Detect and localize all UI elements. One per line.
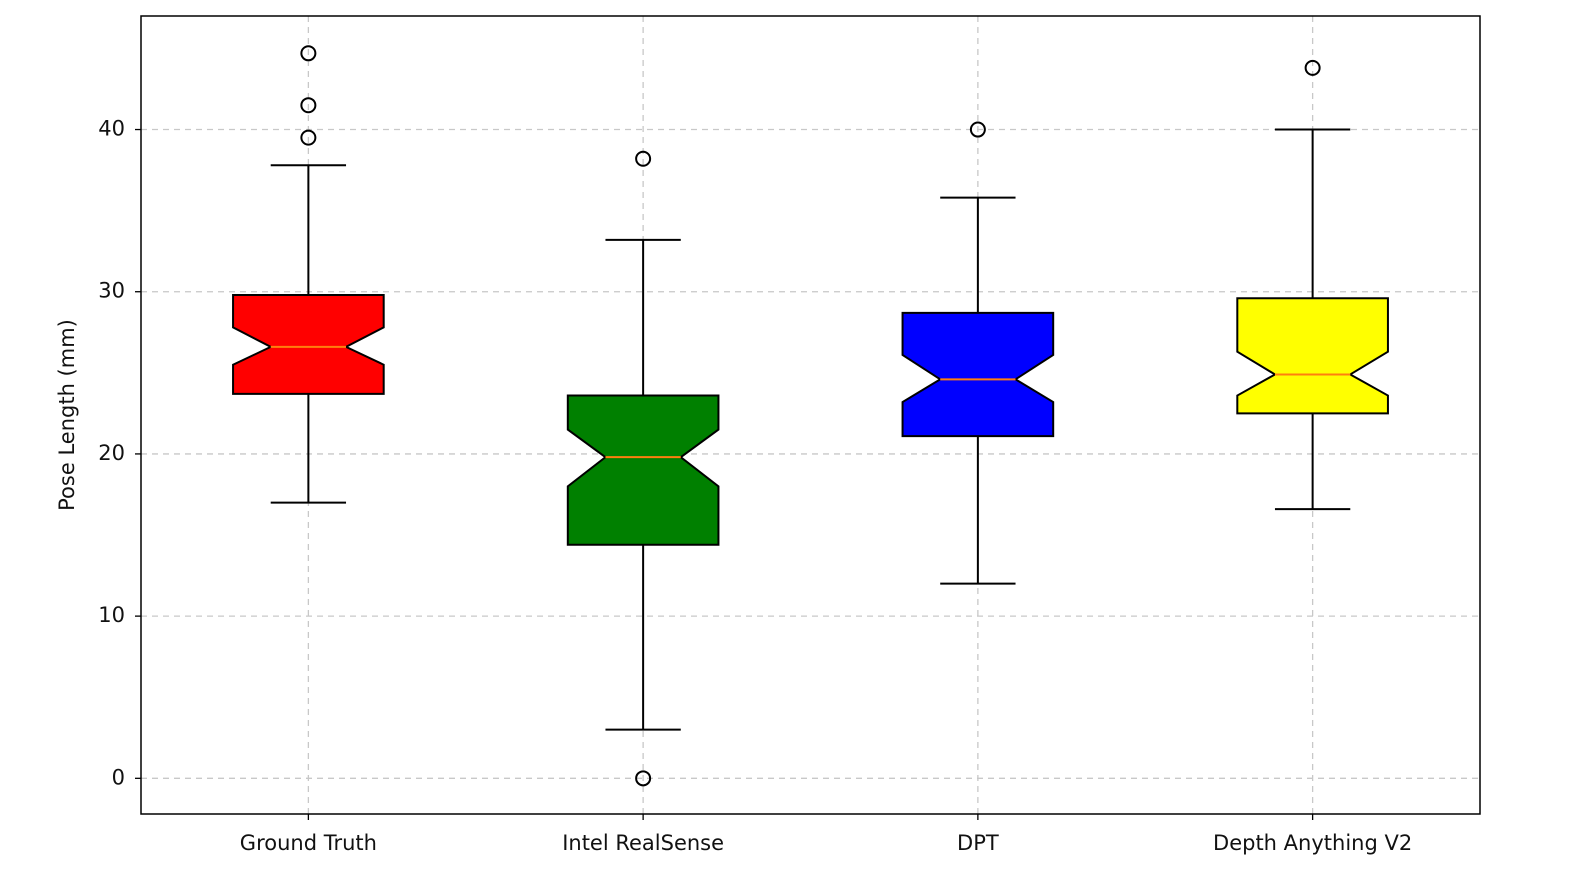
x-tick-label: DPT — [957, 831, 999, 855]
outlier — [635, 770, 652, 787]
x-tick-label: Depth Anything V2 — [1213, 831, 1412, 855]
outlier — [969, 121, 986, 138]
y-tick-label: 40 — [98, 117, 125, 141]
plot-frame — [140, 15, 1481, 815]
outlier — [300, 97, 317, 114]
outlier — [1304, 59, 1321, 76]
outlier — [635, 150, 652, 167]
box — [232, 293, 385, 395]
y-tick-label: 30 — [98, 279, 125, 303]
y-tick-label: 10 — [98, 603, 125, 627]
box — [901, 311, 1055, 438]
y-tick-label: 20 — [98, 441, 125, 465]
outlier — [300, 129, 317, 146]
x-tick-label: Ground Truth — [240, 831, 377, 855]
y-tick-label: 0 — [112, 765, 125, 789]
box — [1236, 297, 1389, 415]
x-tick-label: Intel RealSense — [562, 831, 724, 855]
outlier — [300, 45, 317, 62]
box — [566, 394, 720, 546]
y-axis-label: Pose Length (mm) — [55, 319, 79, 511]
